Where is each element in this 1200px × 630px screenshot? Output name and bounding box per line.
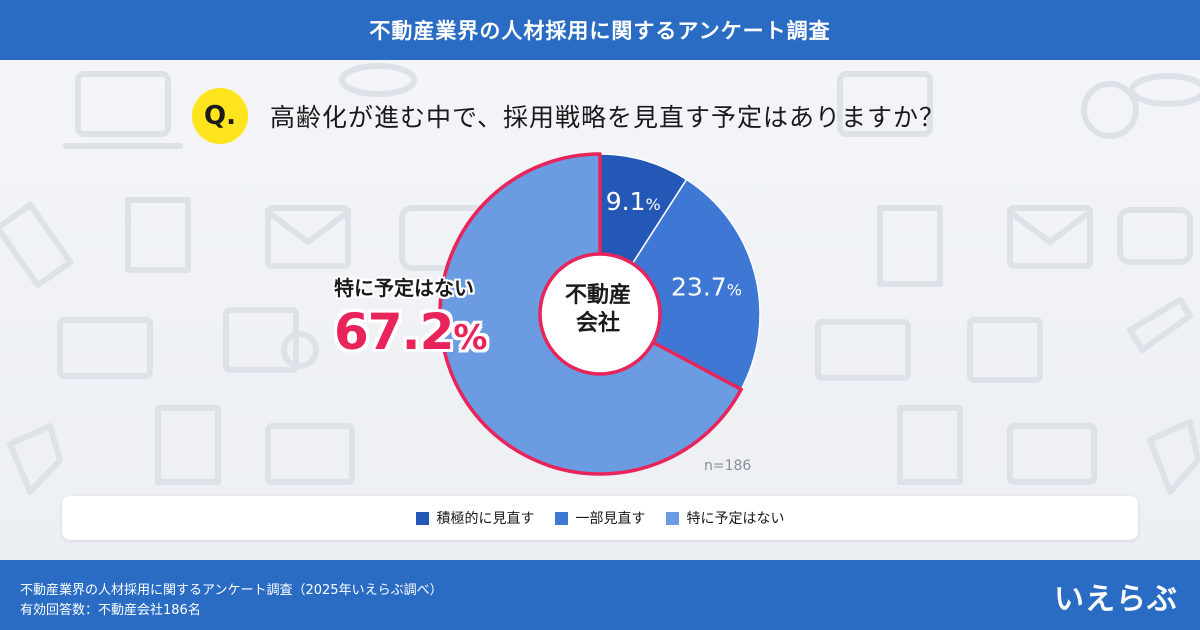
highlight-callout: 特に予定はない 67.2% xyxy=(334,272,534,361)
pie-center xyxy=(538,252,662,376)
callout-unit: % xyxy=(453,318,487,358)
legend-swatch-3 xyxy=(665,511,679,525)
callout-label: 特に予定はない xyxy=(334,276,474,300)
question: Q. 高齢化が進む中で、採用戦略を見直す予定はありますか？ xyxy=(192,88,945,144)
callout-number: 67.2 xyxy=(334,303,454,361)
legend-swatch-2 xyxy=(554,511,568,525)
header-title: 不動産業界の人材採用に関するアンケート調査 xyxy=(0,0,1200,60)
center-label-line-1: 不動産 xyxy=(564,283,631,308)
legend-label-3: 特に予定はない xyxy=(686,511,785,527)
sample-size: n=186 xyxy=(704,458,752,474)
callout-value: 67.2% xyxy=(334,303,534,361)
legend-item: 一部見直す xyxy=(554,508,646,528)
footer: 不動産業界の人材採用に関するアンケート調査（2025年いえらぶ調べ） 有効回答数… xyxy=(0,560,1200,630)
footer-survey-title: 不動産業界の人材採用に関するアンケート調査（2025年いえらぶ調べ） xyxy=(20,583,443,598)
pie-slice-2 xyxy=(598,178,761,391)
data-label-2: 23.7% xyxy=(671,272,742,301)
chart-center-label: 不動産 会社 xyxy=(553,282,643,338)
legend-label-1: 積極的に見直す xyxy=(436,511,535,527)
legend-item: 特に予定はない xyxy=(665,508,785,528)
question-badge: Q. xyxy=(192,88,248,144)
question-text: 高齢化が進む中で、採用戦略を見直す予定はありますか？ xyxy=(270,103,946,132)
legend-item: 積極的に見直す xyxy=(415,508,535,528)
center-label-line-2: 会社 xyxy=(575,311,620,336)
legend: 積極的に見直す 一部見直す 特に予定はない xyxy=(62,496,1138,540)
data-label-1: 9.1% xyxy=(606,187,661,216)
legend-label-2: 一部見直す xyxy=(575,511,646,527)
legend-swatch-1 xyxy=(415,511,429,525)
brand-logo: いえらぶ xyxy=(1054,582,1178,617)
background-pattern xyxy=(0,60,1200,560)
footer-respondents: 有効回答数：不動産会社186名 xyxy=(20,603,201,618)
